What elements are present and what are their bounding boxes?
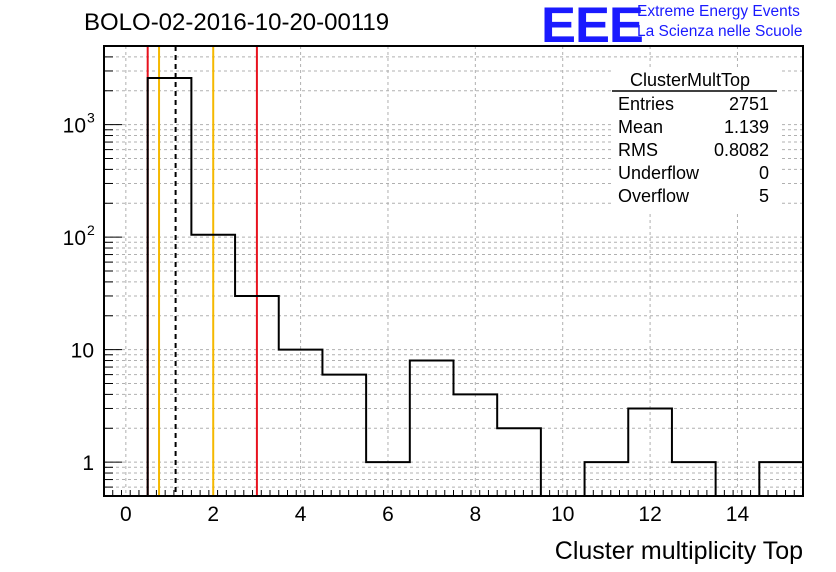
histogram-bin [235,296,279,496]
stats-row-value: 0 [759,163,769,183]
histogram-bin [585,462,629,496]
x-tick-label: 12 [638,503,661,526]
logo-line-scienza-scuole: La Scienza nelle Scuole [637,23,803,40]
y-tick-label: 10 [63,227,86,250]
x-tick-label: 14 [726,503,750,526]
x-tick-label: 10 [551,503,574,526]
y-tick-label: 1 [82,452,94,475]
histogram-bin [191,235,235,496]
stats-row-label: Mean [618,117,663,137]
histogram-bin [366,462,410,496]
x-tick-label: 4 [295,503,307,526]
x-tick-label: 2 [207,503,219,526]
stats-row-value: 5 [759,186,769,206]
y-tick-label: 10 [63,115,86,138]
histogram-bin [497,428,541,496]
x-tick-label: 0 [120,503,132,526]
stats-row-value: 1.139 [724,117,769,137]
logo-line-extreme-energy-events: Extreme Energy Events [637,3,800,20]
y-tick-label: 10 [71,340,94,363]
y-tick-exponent: 3 [87,110,95,126]
stats-row-label: Entries [618,94,674,114]
x-tick-label: 6 [382,503,394,526]
stats-box-background [613,69,781,211]
y-tick-exponent: 2 [87,222,95,238]
stats-row-label: Underflow [618,163,700,183]
stats-row-value: 2751 [729,94,769,114]
stats-row-label: Overflow [618,186,690,206]
stats-row-value: 0.8082 [714,140,769,160]
histogram-bin [759,462,803,496]
histogram-bin [322,375,366,496]
histogram-bin [454,394,498,496]
stats-box-title: ClusterMultTop [630,70,750,90]
histogram-bin [279,350,323,496]
histogram-series [146,76,804,497]
stats-row-label: RMS [618,140,658,160]
histogram-bin [672,462,716,496]
histogram-bin [628,408,672,496]
stats-box: ClusterMultTop Entries 2751 Mean 1.139 RMS 0.8… [612,69,781,211]
histogram-bin [148,78,192,496]
histogram-outline [146,76,804,497]
run-title: BOLO-02-2016-10-20-00119 [84,9,390,36]
histogram-bin [410,361,454,496]
x-axis-title: Cluster multiplicity Top [555,537,803,565]
x-tick-label: 8 [470,503,482,526]
eee-logo-mark: EEE [541,0,644,53]
